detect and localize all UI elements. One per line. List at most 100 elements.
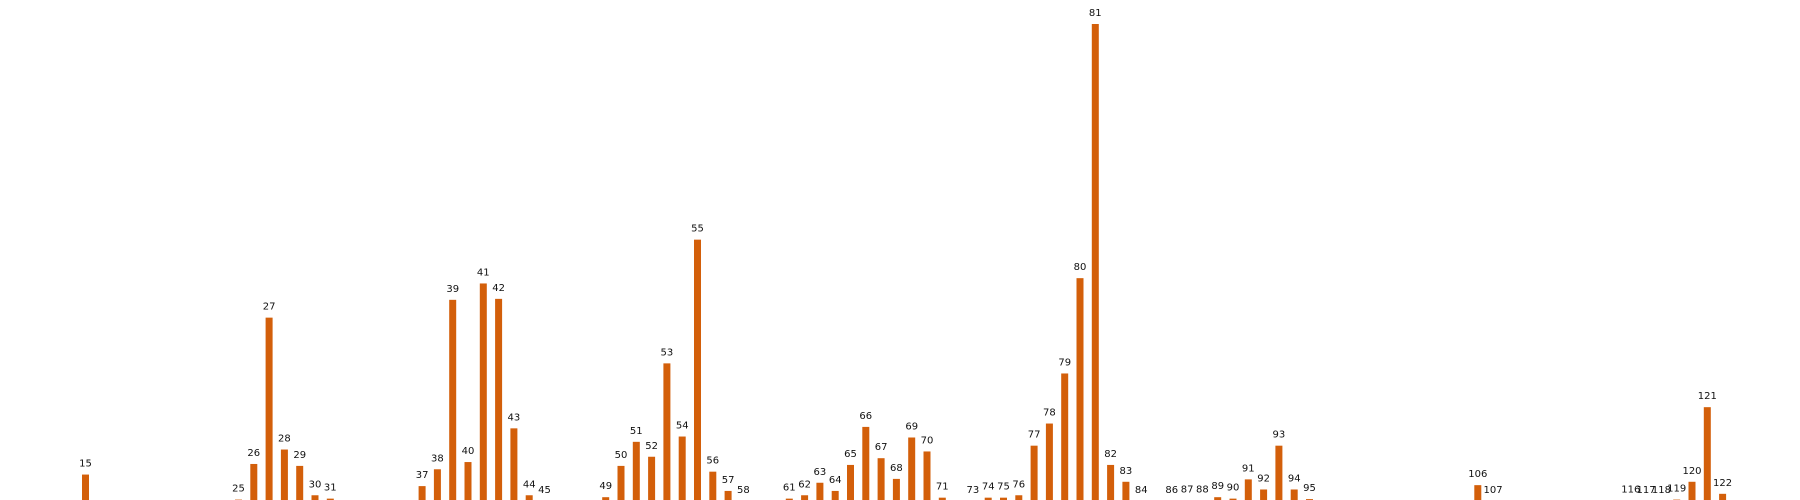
bar-label-28: 28	[278, 434, 291, 445]
bar-57	[724, 490, 732, 500]
bar-label-49: 49	[599, 481, 612, 492]
bar-52	[648, 456, 656, 500]
bar-76	[1015, 495, 1023, 500]
bar-91	[1244, 479, 1252, 500]
bar-label-117: 117	[1637, 485, 1656, 496]
bar-label-121: 121	[1698, 391, 1717, 402]
bar-43	[510, 428, 518, 500]
bar-label-56: 56	[706, 456, 719, 467]
bar-31	[326, 498, 334, 500]
bar-62	[801, 495, 809, 500]
bar-label-57: 57	[722, 475, 735, 486]
bar-120	[1688, 481, 1696, 500]
bar-label-37: 37	[416, 470, 429, 481]
bar-93	[1275, 445, 1283, 500]
bar-label-61: 61	[783, 483, 796, 494]
bar-65	[847, 464, 854, 500]
bar-78	[1045, 423, 1053, 500]
bar-label-116: 116	[1621, 485, 1640, 496]
bar-label-86: 86	[1165, 485, 1178, 496]
bar-label-43: 43	[508, 412, 521, 423]
bar-label-39: 39	[446, 284, 459, 295]
bar-121	[1703, 407, 1711, 500]
bar-42	[495, 298, 503, 500]
bar-56	[709, 471, 717, 500]
bar-38	[433, 469, 441, 500]
bar-39	[449, 299, 457, 500]
bar-label-118: 118	[1652, 485, 1671, 496]
bar-label-87: 87	[1181, 485, 1194, 496]
bar-89	[1214, 497, 1222, 500]
bar-label-15: 15	[79, 459, 92, 470]
bar-41	[479, 283, 487, 500]
bar-label-81: 81	[1089, 8, 1102, 19]
bar-label-62: 62	[798, 479, 811, 490]
bar-30	[311, 495, 319, 500]
bar-label-84: 84	[1135, 485, 1148, 496]
bar-64	[831, 490, 839, 500]
bar-label-70: 70	[921, 435, 934, 446]
bar-label-106: 106	[1468, 469, 1487, 480]
bar-label-91: 91	[1242, 463, 1255, 474]
bar-label-88: 88	[1196, 485, 1209, 496]
bar-label-69: 69	[905, 422, 918, 433]
bar-label-67: 67	[875, 442, 888, 453]
bar-82	[1107, 464, 1115, 500]
bar-81	[1091, 24, 1099, 500]
bar-label-64: 64	[829, 475, 842, 486]
bar-69	[908, 437, 916, 500]
bar-80	[1076, 278, 1084, 500]
bar-label-42: 42	[492, 283, 505, 294]
bar-79	[1061, 373, 1069, 500]
bar-label-90: 90	[1227, 483, 1240, 494]
bar-27	[265, 317, 273, 500]
bar-28	[280, 449, 288, 500]
bar-label-66: 66	[859, 411, 872, 422]
bar-label-58: 58	[737, 485, 750, 496]
bar-68	[892, 478, 900, 500]
bar-77	[1030, 445, 1038, 500]
bar-label-107: 107	[1484, 485, 1503, 496]
bar-49	[602, 497, 610, 500]
bar-29	[296, 465, 304, 500]
bar-label-89: 89	[1211, 481, 1224, 492]
bar-106	[1474, 485, 1482, 500]
bar-37	[418, 486, 426, 500]
bar-label-92: 92	[1257, 473, 1270, 484]
bar-55	[694, 239, 701, 500]
bar-label-38: 38	[431, 453, 444, 464]
bar-70	[923, 451, 931, 500]
bar-label-41: 41	[477, 267, 490, 278]
bar-94	[1290, 489, 1298, 500]
bar-label-83: 83	[1120, 466, 1133, 477]
bar-51	[632, 441, 640, 500]
bar-67	[877, 458, 885, 500]
bar-label-80: 80	[1074, 262, 1087, 273]
bar-40	[464, 462, 472, 500]
bar-label-51: 51	[630, 426, 643, 437]
bar-label-63: 63	[814, 467, 827, 478]
bar-label-74: 74	[982, 482, 995, 493]
bar-label-30: 30	[309, 479, 322, 490]
bar-54	[678, 436, 686, 500]
bars-group	[82, 24, 1727, 500]
bar-label-71: 71	[936, 482, 949, 493]
bar-label-120: 120	[1682, 466, 1701, 477]
bar-label-53: 53	[661, 347, 674, 358]
bar-83	[1122, 481, 1130, 500]
bar-label-95: 95	[1303, 483, 1316, 494]
bar-90	[1229, 498, 1237, 500]
bar-92	[1260, 489, 1268, 500]
bar-50	[617, 465, 625, 500]
bar-75	[1000, 497, 1007, 500]
bar-label-82: 82	[1104, 449, 1117, 460]
bar-label-52: 52	[645, 441, 658, 452]
bar-label-68: 68	[890, 463, 903, 474]
bar-label-122: 122	[1713, 478, 1732, 489]
bar-label-119: 119	[1667, 484, 1686, 495]
bar-122	[1719, 493, 1727, 500]
bar-label-31: 31	[324, 483, 337, 494]
